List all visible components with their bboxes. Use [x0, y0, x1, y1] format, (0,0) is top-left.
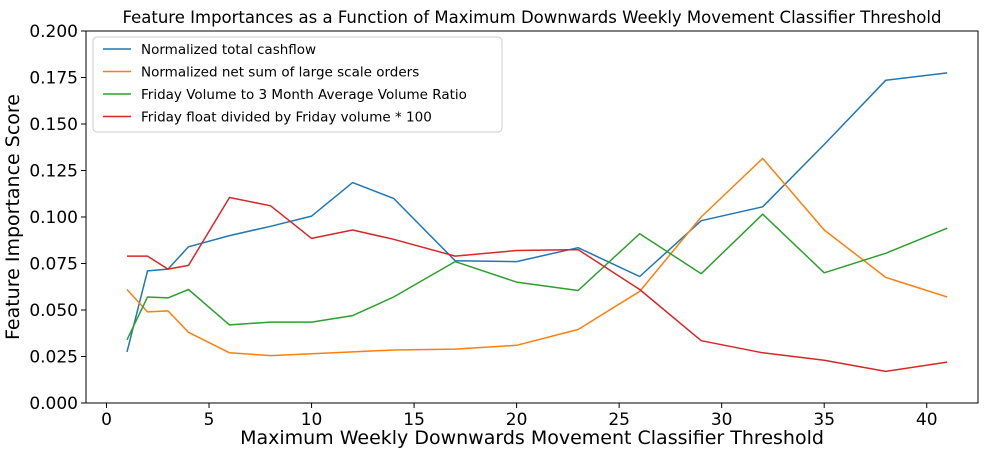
y-axis-label: Feature Importance Score — [2, 94, 24, 340]
y-tick-label: 0.000 — [29, 394, 78, 414]
legend-label: Normalized net sum of large scale orders — [141, 65, 419, 81]
y-tick-label: 0.075 — [29, 255, 78, 275]
series-line — [126, 157, 948, 357]
x-tick-label: 0 — [101, 410, 112, 430]
legend: Normalized total cashflow Normalized net … — [92, 36, 503, 133]
y-tick-label: 0.050 — [29, 301, 78, 321]
x-tick-label: 30 — [711, 410, 733, 430]
y-tick-label: 0.175 — [29, 69, 78, 89]
legend-label: Friday Volume to 3 Month Average Volume … — [141, 87, 467, 103]
y-axis: 0.000 0.025 0.050 0.075 0.100 0.125 0.150 0.175… — [29, 22, 86, 414]
x-tick-label: 20 — [506, 410, 528, 430]
chart-title: Feature Importances as a Function of Max… — [123, 8, 942, 27]
x-tick-label: 35 — [813, 410, 835, 430]
plot-lines — [126, 72, 948, 373]
x-tick-label: 5 — [204, 410, 215, 430]
y-tick-label: 0.100 — [29, 208, 78, 228]
series-line — [126, 213, 948, 341]
x-axis: 0 5 10 15 20 25 30 35 40 — [101, 403, 938, 430]
y-tick-label: 0.200 — [29, 22, 78, 42]
y-tick-label: 0.025 — [29, 348, 78, 368]
legend-box — [92, 36, 503, 133]
x-tick-label: 40 — [916, 410, 938, 430]
series-line — [127, 196, 948, 373]
series-line — [126, 72, 948, 353]
legend-label: Friday float divided by Friday volume * … — [141, 110, 432, 126]
x-axis-label: Maximum Weekly Downwards Movement Classi… — [240, 427, 824, 449]
legend-label: Normalized total cashflow — [141, 42, 316, 58]
y-tick-label: 0.125 — [29, 162, 78, 182]
x-tick-label: 25 — [608, 410, 630, 430]
y-tick-label: 0.150 — [29, 115, 78, 135]
x-tick-label: 15 — [403, 410, 425, 430]
x-tick-label: 10 — [301, 410, 323, 430]
